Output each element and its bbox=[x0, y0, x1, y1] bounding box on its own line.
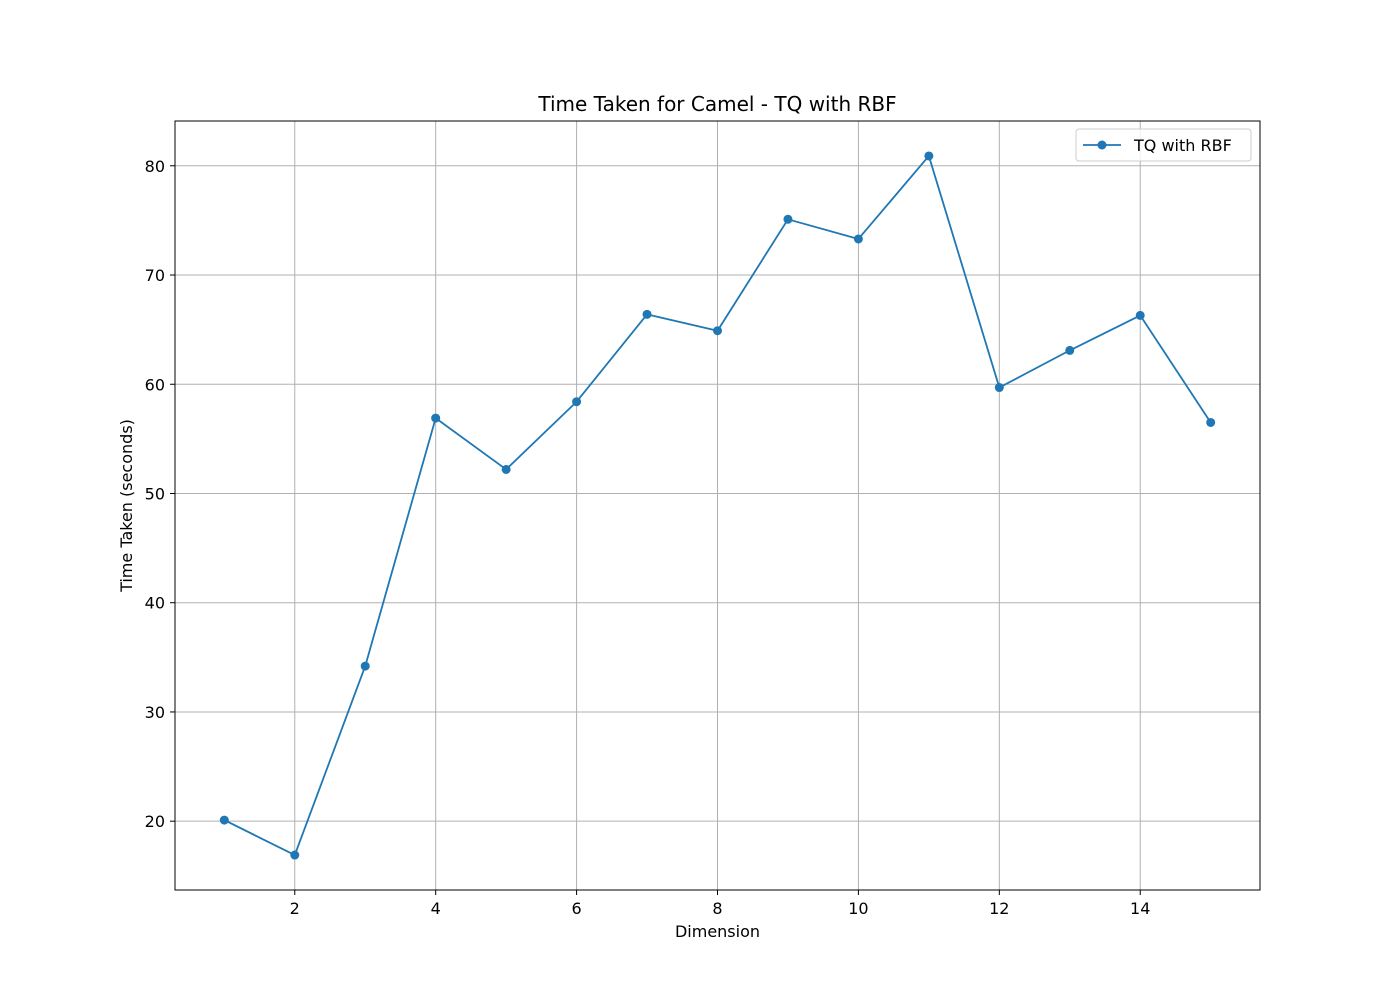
x-tick-label: 12 bbox=[989, 899, 1009, 918]
data-point bbox=[431, 413, 441, 423]
legend-marker bbox=[1097, 140, 1107, 150]
data-point bbox=[713, 326, 722, 336]
legend-box bbox=[1075, 128, 1252, 162]
data-point bbox=[1206, 417, 1216, 427]
y-axis-title: Time Taken (seconds) bbox=[117, 419, 136, 593]
data-point bbox=[994, 383, 1004, 393]
legend-label: TQ with RBF bbox=[1133, 136, 1232, 155]
data-point bbox=[290, 850, 300, 860]
legend: TQ with RBF bbox=[1075, 128, 1252, 162]
y-tick-label: 20 bbox=[145, 812, 165, 831]
y-tick-label: 60 bbox=[145, 375, 165, 394]
x-tick-label: 4 bbox=[431, 899, 441, 918]
y-tick-label: 50 bbox=[145, 484, 165, 503]
data-point bbox=[1065, 345, 1075, 355]
x-tick-label: 2 bbox=[290, 899, 300, 918]
y-tick-label: 40 bbox=[145, 594, 165, 613]
x-tick-label: 10 bbox=[848, 899, 868, 918]
x-tick-label: 14 bbox=[1130, 899, 1150, 918]
y-tick-label: 80 bbox=[145, 157, 165, 176]
data-point bbox=[1135, 310, 1145, 320]
data-point bbox=[924, 151, 934, 161]
data-point bbox=[360, 661, 370, 671]
series-layer bbox=[219, 151, 1216, 860]
chart-title: Time Taken for Camel - TQ with RBF bbox=[537, 92, 896, 116]
data-point bbox=[783, 214, 793, 224]
grid bbox=[175, 121, 1260, 890]
data-point bbox=[642, 309, 652, 319]
axis-ticks: 2 4 6 8 10 12 14 20 30 40 50 60 70 80 bbox=[145, 157, 1151, 918]
data-point bbox=[219, 815, 229, 825]
data-point bbox=[572, 397, 582, 407]
y-tick-label: 70 bbox=[145, 266, 165, 285]
data-point bbox=[501, 464, 511, 474]
x-tick-label: 8 bbox=[712, 899, 722, 918]
x-tick-label: 6 bbox=[571, 899, 581, 918]
x-axis-title: Dimension bbox=[675, 922, 760, 941]
y-tick-label: 30 bbox=[145, 703, 165, 722]
data-point bbox=[853, 234, 863, 244]
